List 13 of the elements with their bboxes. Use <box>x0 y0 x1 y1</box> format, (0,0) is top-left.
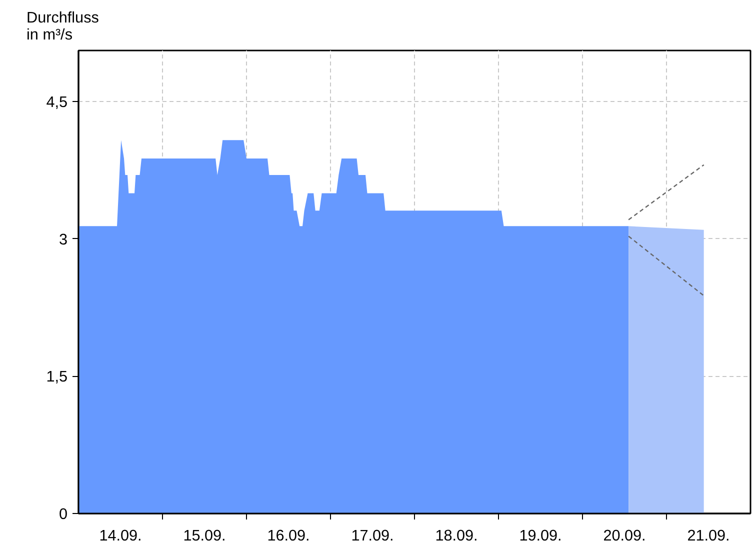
x-tick-label: 14.09. <box>99 528 142 544</box>
y-tick-label: 3 <box>58 231 68 248</box>
y-tick-label: 0 <box>58 506 68 523</box>
y-tick-label: 1,5 <box>46 368 68 386</box>
x-tick-label: 19.09. <box>519 528 562 544</box>
x-tick-label: 15.09. <box>183 528 226 544</box>
x-tick-label: 21.09. <box>687 528 730 544</box>
y-axis-title: Durchfluss in m³/s <box>26 10 100 44</box>
x-tick-label: 16.09. <box>267 528 310 544</box>
x-tick-label: 17.09. <box>351 528 394 544</box>
x-tick-label: 20.09. <box>603 528 646 544</box>
y-tick-label: 4,5 <box>46 94 68 112</box>
x-tick-label: 18.09. <box>435 528 478 544</box>
